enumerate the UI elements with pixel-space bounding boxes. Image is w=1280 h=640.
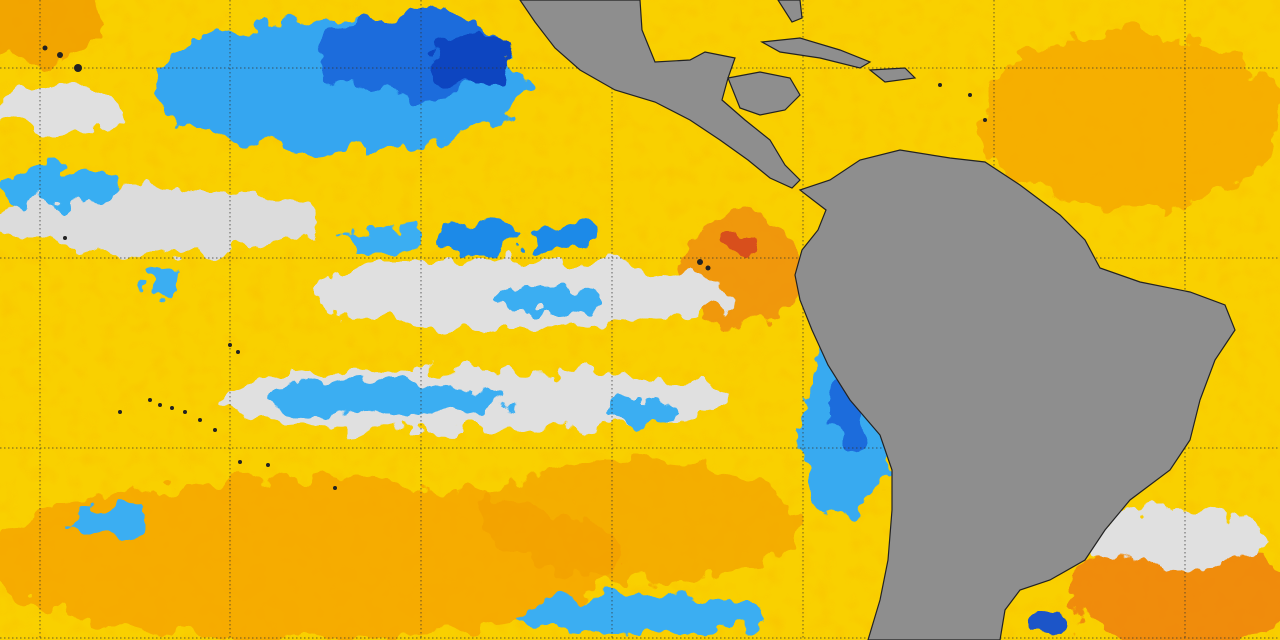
cool-patch — [530, 222, 600, 254]
hispaniola — [868, 67, 917, 83]
landmasses — [519, 0, 1236, 640]
island — [74, 64, 82, 72]
cold-patch — [430, 35, 510, 85]
island — [697, 259, 703, 265]
cuba — [760, 37, 872, 69]
island — [63, 236, 67, 240]
warm-patch — [0, 480, 620, 640]
cool-patch — [142, 269, 178, 301]
hot-patch — [713, 233, 757, 257]
island — [158, 403, 162, 407]
mexico-central-america — [519, 0, 801, 189]
island — [968, 93, 972, 97]
cool-patch — [600, 396, 680, 424]
islands — [42, 45, 987, 490]
warm-patch — [980, 30, 1280, 210]
cool-patch — [520, 595, 760, 635]
island — [213, 428, 217, 432]
cool-patch — [270, 382, 510, 418]
cool-patch — [490, 286, 600, 314]
island — [228, 343, 232, 347]
cool-patch — [70, 506, 150, 534]
warm-patch — [480, 460, 800, 580]
island — [238, 460, 242, 464]
island — [236, 350, 240, 354]
island — [170, 406, 174, 410]
island — [57, 52, 63, 58]
island — [42, 45, 48, 51]
island — [266, 463, 270, 467]
neutral-band — [0, 85, 130, 135]
florida — [777, 0, 803, 23]
island — [705, 265, 711, 271]
cool-patch — [440, 220, 520, 256]
neutral-band — [1090, 510, 1270, 570]
south-america — [794, 149, 1236, 640]
island — [198, 418, 202, 422]
island — [118, 410, 122, 414]
neutral-band — [0, 185, 320, 255]
island — [183, 410, 187, 414]
cool-patch — [340, 226, 420, 254]
island — [333, 486, 337, 490]
cold-patch — [1030, 610, 1070, 640]
yucatan — [727, 71, 801, 116]
island — [148, 398, 152, 402]
warm-patch — [0, 0, 110, 60]
cool-patch — [0, 167, 120, 203]
island — [938, 83, 942, 87]
island — [983, 118, 987, 122]
